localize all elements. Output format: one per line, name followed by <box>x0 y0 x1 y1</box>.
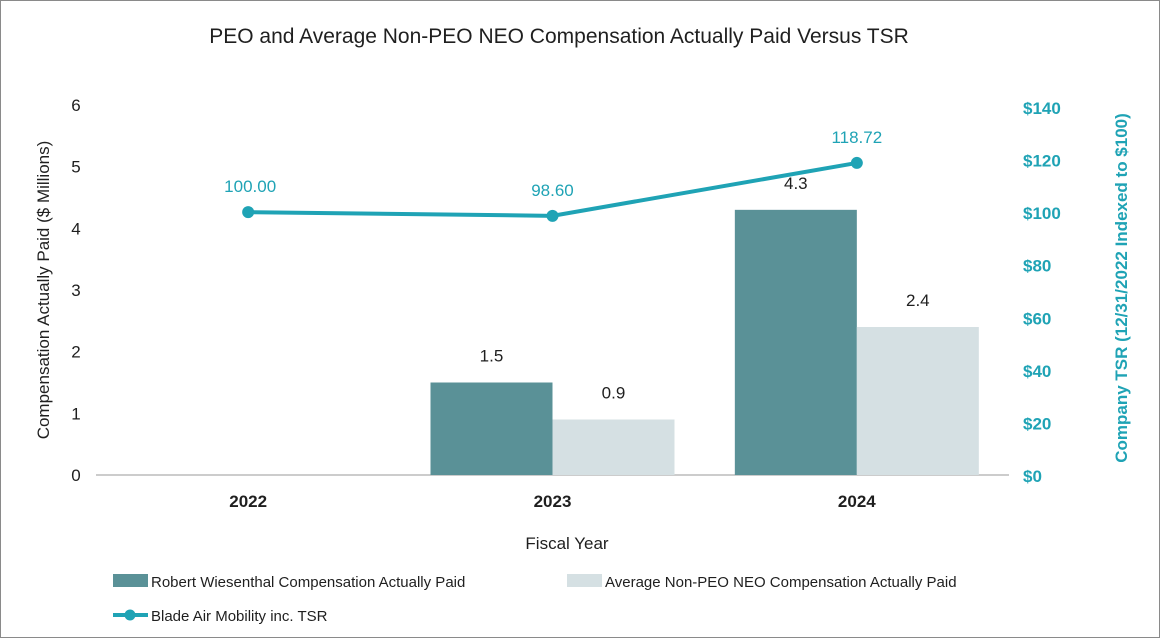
chart-title: PEO and Average Non-PEO NEO Compensation… <box>209 25 909 48</box>
bars: 1.5 4.3 0.9 2.4 <box>430 174 979 476</box>
peo-bar <box>734 209 857 476</box>
right-tick-label: $80 <box>1023 257 1051 276</box>
right-tick-label: $40 <box>1023 362 1051 381</box>
right-axis-label: Company TSR (12/31/2022 Indexed to $100) <box>1112 113 1131 463</box>
tsr-point <box>242 206 255 219</box>
left-tick-label: 4 <box>71 219 80 238</box>
right-tick-label: $140 <box>1023 99 1061 118</box>
bar-data-label: 0.9 <box>602 384 626 403</box>
x-axis: 2022 2023 2024 <box>229 492 876 511</box>
peo-bar <box>430 382 553 475</box>
right-tick-label: $20 <box>1023 414 1051 433</box>
legend-label-peo: Robert Wiesenthal Compensation Actually … <box>151 574 465 591</box>
tsr-data-label: 118.72 <box>831 128 882 147</box>
legend-swatch-tsr-marker <box>124 609 136 621</box>
legend-label-tsr: Blade Air Mobility inc. TSR <box>151 608 328 625</box>
right-tick-label: $100 <box>1023 204 1061 223</box>
x-tick-label: 2023 <box>534 492 572 511</box>
tsr-data-label: 100.00 <box>224 177 276 196</box>
left-tick-label: 2 <box>71 343 80 362</box>
left-tick-label: 5 <box>71 158 80 177</box>
left-tick-label: 0 <box>71 466 80 485</box>
left-tick-label: 3 <box>71 281 80 300</box>
bar-data-label: 4.3 <box>784 174 808 193</box>
legend: Robert Wiesenthal Compensation Actually … <box>113 574 957 625</box>
neo-bar <box>552 419 675 475</box>
legend-label-neo: Average Non-PEO NEO Compensation Actuall… <box>605 574 957 591</box>
legend-swatch-peo <box>113 574 148 587</box>
tsr-point <box>850 156 863 169</box>
legend-swatch-neo <box>567 574 602 587</box>
left-y-axis: 0 1 2 3 4 5 6 <box>71 96 80 485</box>
x-tick-label: 2024 <box>838 492 876 511</box>
right-tick-label: $120 <box>1023 152 1061 171</box>
bar-data-label: 1.5 <box>480 347 504 366</box>
left-tick-label: 1 <box>71 404 80 423</box>
right-tick-label: $0 <box>1023 467 1042 486</box>
neo-bar <box>856 327 979 475</box>
tsr-data-label: 98.60 <box>531 181 574 200</box>
left-axis-label: Compensation Actually Paid ($ Millions) <box>34 141 53 440</box>
right-y-axis: $0 $20 $40 $60 $80 $100 $120 $140 <box>1023 99 1061 486</box>
tsr-line: 100.00 98.60 118.72 <box>224 128 882 222</box>
x-tick-label: 2022 <box>229 492 267 511</box>
left-tick-label: 6 <box>71 96 80 115</box>
right-tick-label: $60 <box>1023 309 1051 328</box>
tsr-point <box>546 209 559 222</box>
x-axis-label: Fiscal Year <box>525 534 608 553</box>
bar-data-label: 2.4 <box>906 291 930 310</box>
